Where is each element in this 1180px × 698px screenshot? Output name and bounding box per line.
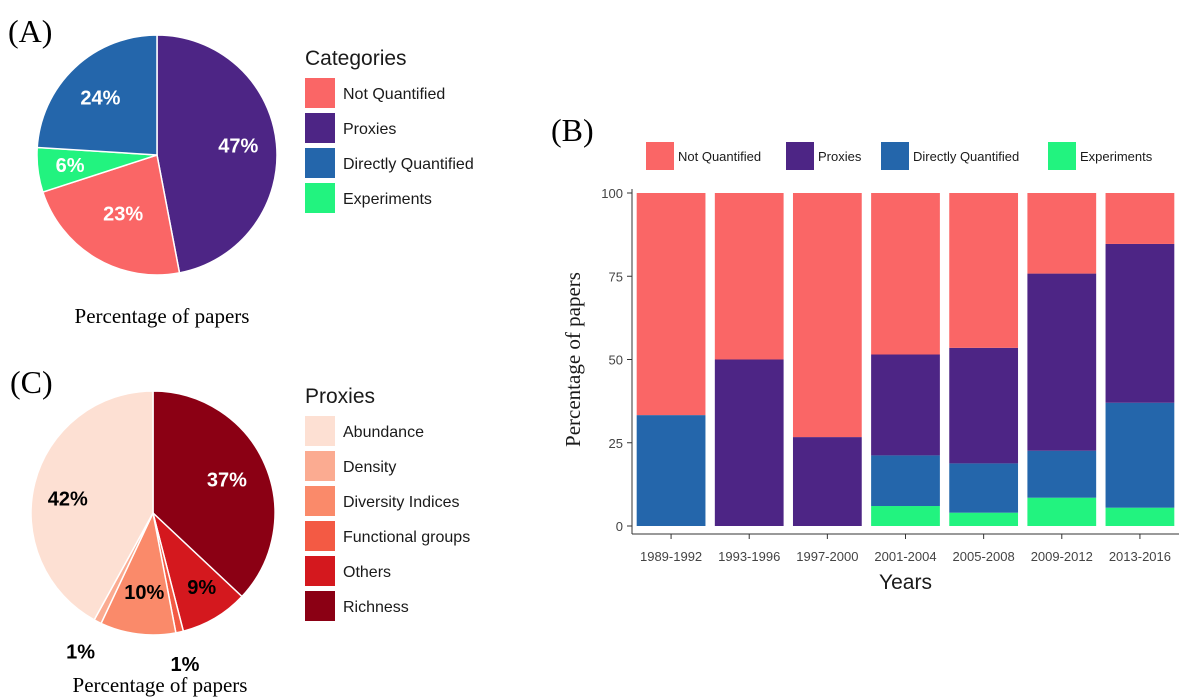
legend-swatch-diversity-indices [305,486,335,516]
y-tick-label: 100 [601,186,623,201]
pie-a-caption: Percentage of papers [75,304,250,328]
y-axis-title: Percentage of papers [561,272,585,447]
pie-a-legend: Not Quantified Proxies Directly Quantified… [305,78,474,213]
x-tick-label: 2001-2004 [874,549,936,564]
bar-not-quantified-2009-2012 [1027,193,1097,274]
x-tick-label: 2013-2016 [1109,549,1171,564]
legend-label-others: Others [343,564,391,581]
pie-label-abundance: 42% [48,488,88,510]
bar-legend-swatch-not-quantified [646,142,674,170]
legend-swatch-abundance [305,416,335,446]
bar-not-quantified-1989-1992 [636,193,706,416]
legend-label-directly-quantified: Directly Quantified [343,156,474,173]
bar-not-quantified-2013-2016 [1105,193,1175,244]
y-tick-label: 75 [609,269,623,284]
legend-label-experiments: Experiments [343,191,432,208]
bar-directly-quantified-2013-2016 [1105,402,1175,508]
legend-swatch-richness [305,591,335,621]
x-axis-title: Years [879,571,932,594]
x-tick-label: 1989-1992 [640,549,702,564]
pie-slice-richness [152,390,276,598]
bar-directly-quantified-1989-1992 [636,415,706,526]
pie-c-legend: Abundance Density Diversity Indices Functio… [305,416,470,621]
bar-legend-label-directly-quantified: Directly Quantified [913,149,1019,164]
legend-swatch-others [305,556,335,586]
legend-swatch-proxies [305,113,335,143]
pie-label-diversity-indices: 10% [124,582,164,604]
pie-label-density: 1% [66,642,95,664]
bar-directly-quantified-2005-2008 [949,463,1019,513]
bar-proxies-2005-2008 [949,347,1019,464]
panel-label-c: (C) [10,364,53,400]
legend-label-density: Density [343,459,396,476]
bar-proxies-1993-1996 [714,359,784,526]
bar-directly-quantified-2009-2012 [1027,450,1097,498]
legend-swatch-not-quantified [305,78,335,108]
x-tick-label: 1993-1996 [718,549,780,564]
pie-label-not-quantified: 23% [103,203,143,225]
legend-label-richness: Richness [343,599,409,616]
y-tick-label: 0 [616,519,623,534]
pie-c-caption: Percentage of papers [73,673,248,697]
bar-proxies-2009-2012 [1027,273,1097,451]
bar-experiments-2001-2004 [871,506,940,526]
stacked-bar-chart: 0 25 50 75 100 1989-1992 1993-1996 1997-2000 200… [561,186,1179,594]
x-tick-label: 2009-2012 [1031,549,1093,564]
legend-swatch-experiments [305,183,335,213]
bar-experiments-2005-2008 [949,512,1019,526]
panel-label-b: (B) [551,112,594,148]
bar-proxies-1997-2000 [792,437,862,526]
x-tick-label: 2005-2008 [953,549,1015,564]
bar-legend-label-experiments: Experiments [1080,149,1153,164]
pie-slice-directly-quantified [36,34,158,156]
pie-a-legend-title: Categories [305,47,407,70]
bar-directly-quantified-2001-2004 [871,455,940,507]
pie-slice-diversity-indices [100,510,177,636]
pie-label-others: 9% [187,577,216,599]
bar-proxies-2013-2016 [1105,243,1175,403]
bar-legend-label-not-quantified: Not Quantified [678,149,761,164]
pie-c-legend-title: Proxies [305,385,375,408]
bar-not-quantified-2005-2008 [949,193,1019,348]
y-tick-label: 25 [609,436,623,451]
bar-chart-legend: Not Quantified Proxies Directly Quantified… [646,142,1153,170]
legend-label-abundance: Abundance [343,424,424,441]
pie-label-directly-quantified: 24% [80,87,120,109]
pie-chart-proxies: 37% 9% 1% 10% 1% 42% [30,390,276,676]
x-tick-label: 1997-2000 [796,549,858,564]
pie-label-richness: 37% [207,469,247,491]
pie-slice-proxies [156,34,278,274]
legend-swatch-density [305,451,335,481]
bar-proxies-2001-2004 [871,354,940,456]
legend-label-functional-groups: Functional groups [343,529,470,546]
bar-experiments-2013-2016 [1105,507,1175,526]
legend-label-diversity-indices: Diversity Indices [343,494,459,511]
pie-label-functional-groups: 1% [170,654,199,676]
bar-legend-swatch-experiments [1048,142,1076,170]
legend-label-proxies: Proxies [343,121,396,138]
panel-label-a: (A) [8,13,52,49]
bar-legend-label-proxies: Proxies [818,149,862,164]
legend-swatch-functional-groups [305,521,335,551]
bar-not-quantified-1997-2000 [792,193,862,438]
pie-label-proxies: 47% [218,136,258,158]
pie-slice-not-quantified [41,154,181,276]
pie-slice-abundance [30,390,154,621]
pie-label-experiments: 6% [56,155,85,177]
legend-swatch-directly-quantified [305,148,335,178]
bar-experiments-2009-2012 [1027,497,1097,526]
bar-not-quantified-2001-2004 [871,193,940,355]
pie-chart-categories: 47% 23% 6% 24% [36,34,278,276]
bar-legend-swatch-directly-quantified [881,142,909,170]
bar-not-quantified-1993-1996 [714,193,784,360]
legend-label-not-quantified: Not Quantified [343,86,445,103]
y-tick-label: 50 [609,353,623,368]
bar-legend-swatch-proxies [786,142,814,170]
